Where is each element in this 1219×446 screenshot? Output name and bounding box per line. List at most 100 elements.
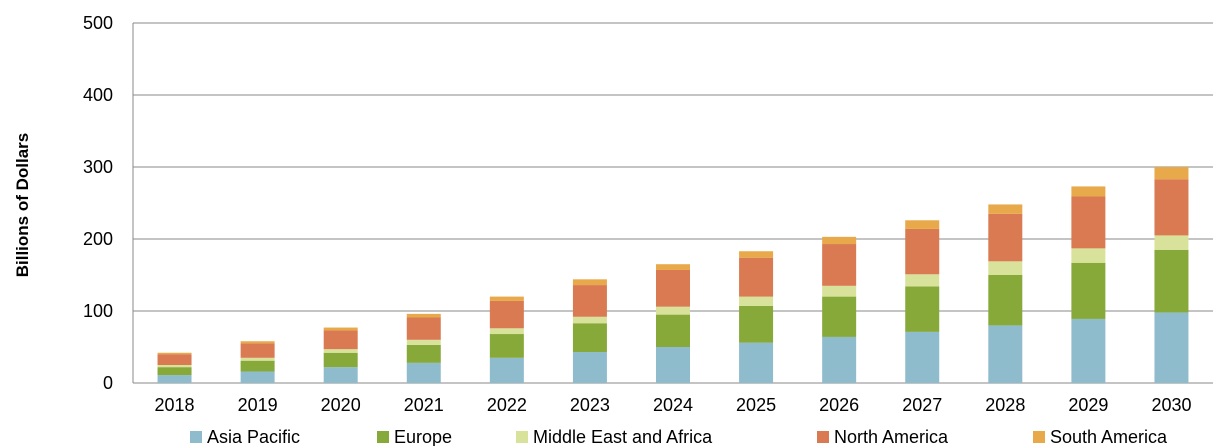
bar-segment: [406, 317, 441, 340]
bar-segment: [240, 360, 275, 372]
legend: Asia Pacific Europe Middle East and Africa…: [190, 427, 1168, 446]
bar-segment: [822, 296, 857, 337]
bar-segment: [988, 325, 1023, 383]
y-axis-ticks: 0 100 200 300 400 500: [83, 13, 113, 393]
bar-segment: [988, 275, 1023, 326]
bar-segment: [1071, 318, 1106, 383]
x-tick-label: 2020: [321, 395, 361, 415]
bar-segment: [656, 269, 690, 307]
bar-segment: [157, 365, 192, 368]
x-tick-label: 2030: [1151, 395, 1191, 415]
bar-segment: [572, 285, 607, 317]
bar-segment: [656, 314, 690, 347]
bar-segment: [739, 251, 774, 258]
legend-swatch: [817, 431, 829, 443]
bar-segment: [1071, 196, 1106, 249]
x-tick-label: 2028: [985, 395, 1025, 415]
bar-segment: [157, 367, 192, 376]
bar-segment: [905, 228, 940, 275]
y-tick-label: 0: [103, 373, 113, 393]
bar-segment: [323, 367, 358, 383]
x-tick-label: 2029: [1068, 395, 1108, 415]
bar-segment: [572, 279, 607, 286]
bar-segment: [988, 261, 1023, 275]
bar-segment: [739, 257, 774, 297]
x-tick-label: 2021: [404, 395, 444, 415]
x-tick-label: 2026: [819, 395, 859, 415]
legend-label: South America: [1050, 427, 1168, 446]
legend-label: Asia Pacific: [207, 427, 300, 446]
bar-segment: [739, 296, 774, 306]
bar-segment: [1071, 248, 1106, 263]
bar-segment: [157, 352, 192, 355]
bar-segment: [905, 286, 940, 332]
bar-segment: [406, 313, 441, 318]
legend-label: North America: [834, 427, 949, 446]
y-tick-label: 500: [83, 13, 113, 33]
bar-segment: [489, 300, 524, 329]
x-tick-label: 2024: [653, 395, 693, 415]
bar-segment: [406, 344, 441, 363]
bar-segment: [323, 330, 358, 350]
bars: [157, 167, 1189, 383]
bar-segment: [323, 327, 358, 331]
bar-segment: [489, 296, 524, 301]
legend-label: Middle East and Africa: [533, 427, 713, 446]
bar-segment: [988, 204, 1023, 214]
bar-segment: [1071, 262, 1106, 319]
bar-segment: [739, 342, 774, 383]
x-tick-label: 2022: [487, 395, 527, 415]
x-tick-label: 2027: [902, 395, 942, 415]
bar-segment: [1154, 312, 1189, 383]
bar-segment: [1154, 167, 1189, 180]
bar-segment: [905, 331, 940, 383]
bar-segment: [656, 306, 690, 315]
gridlines: [132, 22, 1213, 384]
bar-segment: [240, 371, 275, 383]
x-tick-label: 2019: [238, 395, 278, 415]
bar-segment: [905, 220, 940, 229]
bar-segment: [656, 347, 690, 383]
y-tick-label: 300: [83, 157, 113, 177]
bar-segment: [323, 352, 358, 368]
bar-segment: [572, 323, 607, 353]
x-tick-label: 2018: [155, 395, 195, 415]
bar-segment: [822, 336, 857, 383]
x-tick-label: 2025: [736, 395, 776, 415]
bar-segment: [157, 354, 192, 365]
y-tick-label: 200: [83, 229, 113, 249]
bar-segment: [822, 285, 857, 297]
bar-segment: [572, 352, 607, 383]
bar-segment: [572, 316, 607, 324]
y-tick-label: 400: [83, 85, 113, 105]
bar-segment: [406, 362, 441, 383]
x-axis-ticks: 2018 2019 2020 2021 2022 2023 2024 2025 2026 2027…: [155, 395, 1192, 415]
legend-swatch: [1033, 431, 1045, 443]
bar-segment: [323, 349, 358, 353]
legend-swatch: [377, 431, 389, 443]
bar-segment: [822, 244, 857, 286]
bar-segment: [822, 236, 857, 245]
bar-segment: [1154, 179, 1189, 236]
bar-segment: [739, 305, 774, 343]
bar-segment: [905, 274, 940, 287]
bar-segment: [656, 264, 690, 270]
bar-segment: [157, 375, 192, 383]
legend-swatch: [190, 431, 202, 443]
bar-segment: [1154, 235, 1189, 250]
bar-segment: [240, 357, 275, 361]
bar-segment: [988, 213, 1023, 262]
legend-label: Europe: [394, 427, 452, 446]
bar-segment: [489, 357, 524, 383]
bar-segment: [1071, 186, 1106, 197]
bar-segment: [240, 341, 275, 344]
bar-segment: [1154, 249, 1189, 313]
x-tick-label: 2023: [570, 395, 610, 415]
y-axis-label: Billions of Dollars: [13, 133, 32, 278]
bar-segment: [489, 328, 524, 335]
bar-segment: [240, 343, 275, 358]
y-tick-label: 100: [83, 301, 113, 321]
bar-segment: [489, 334, 524, 358]
bar-segment: [406, 339, 441, 345]
